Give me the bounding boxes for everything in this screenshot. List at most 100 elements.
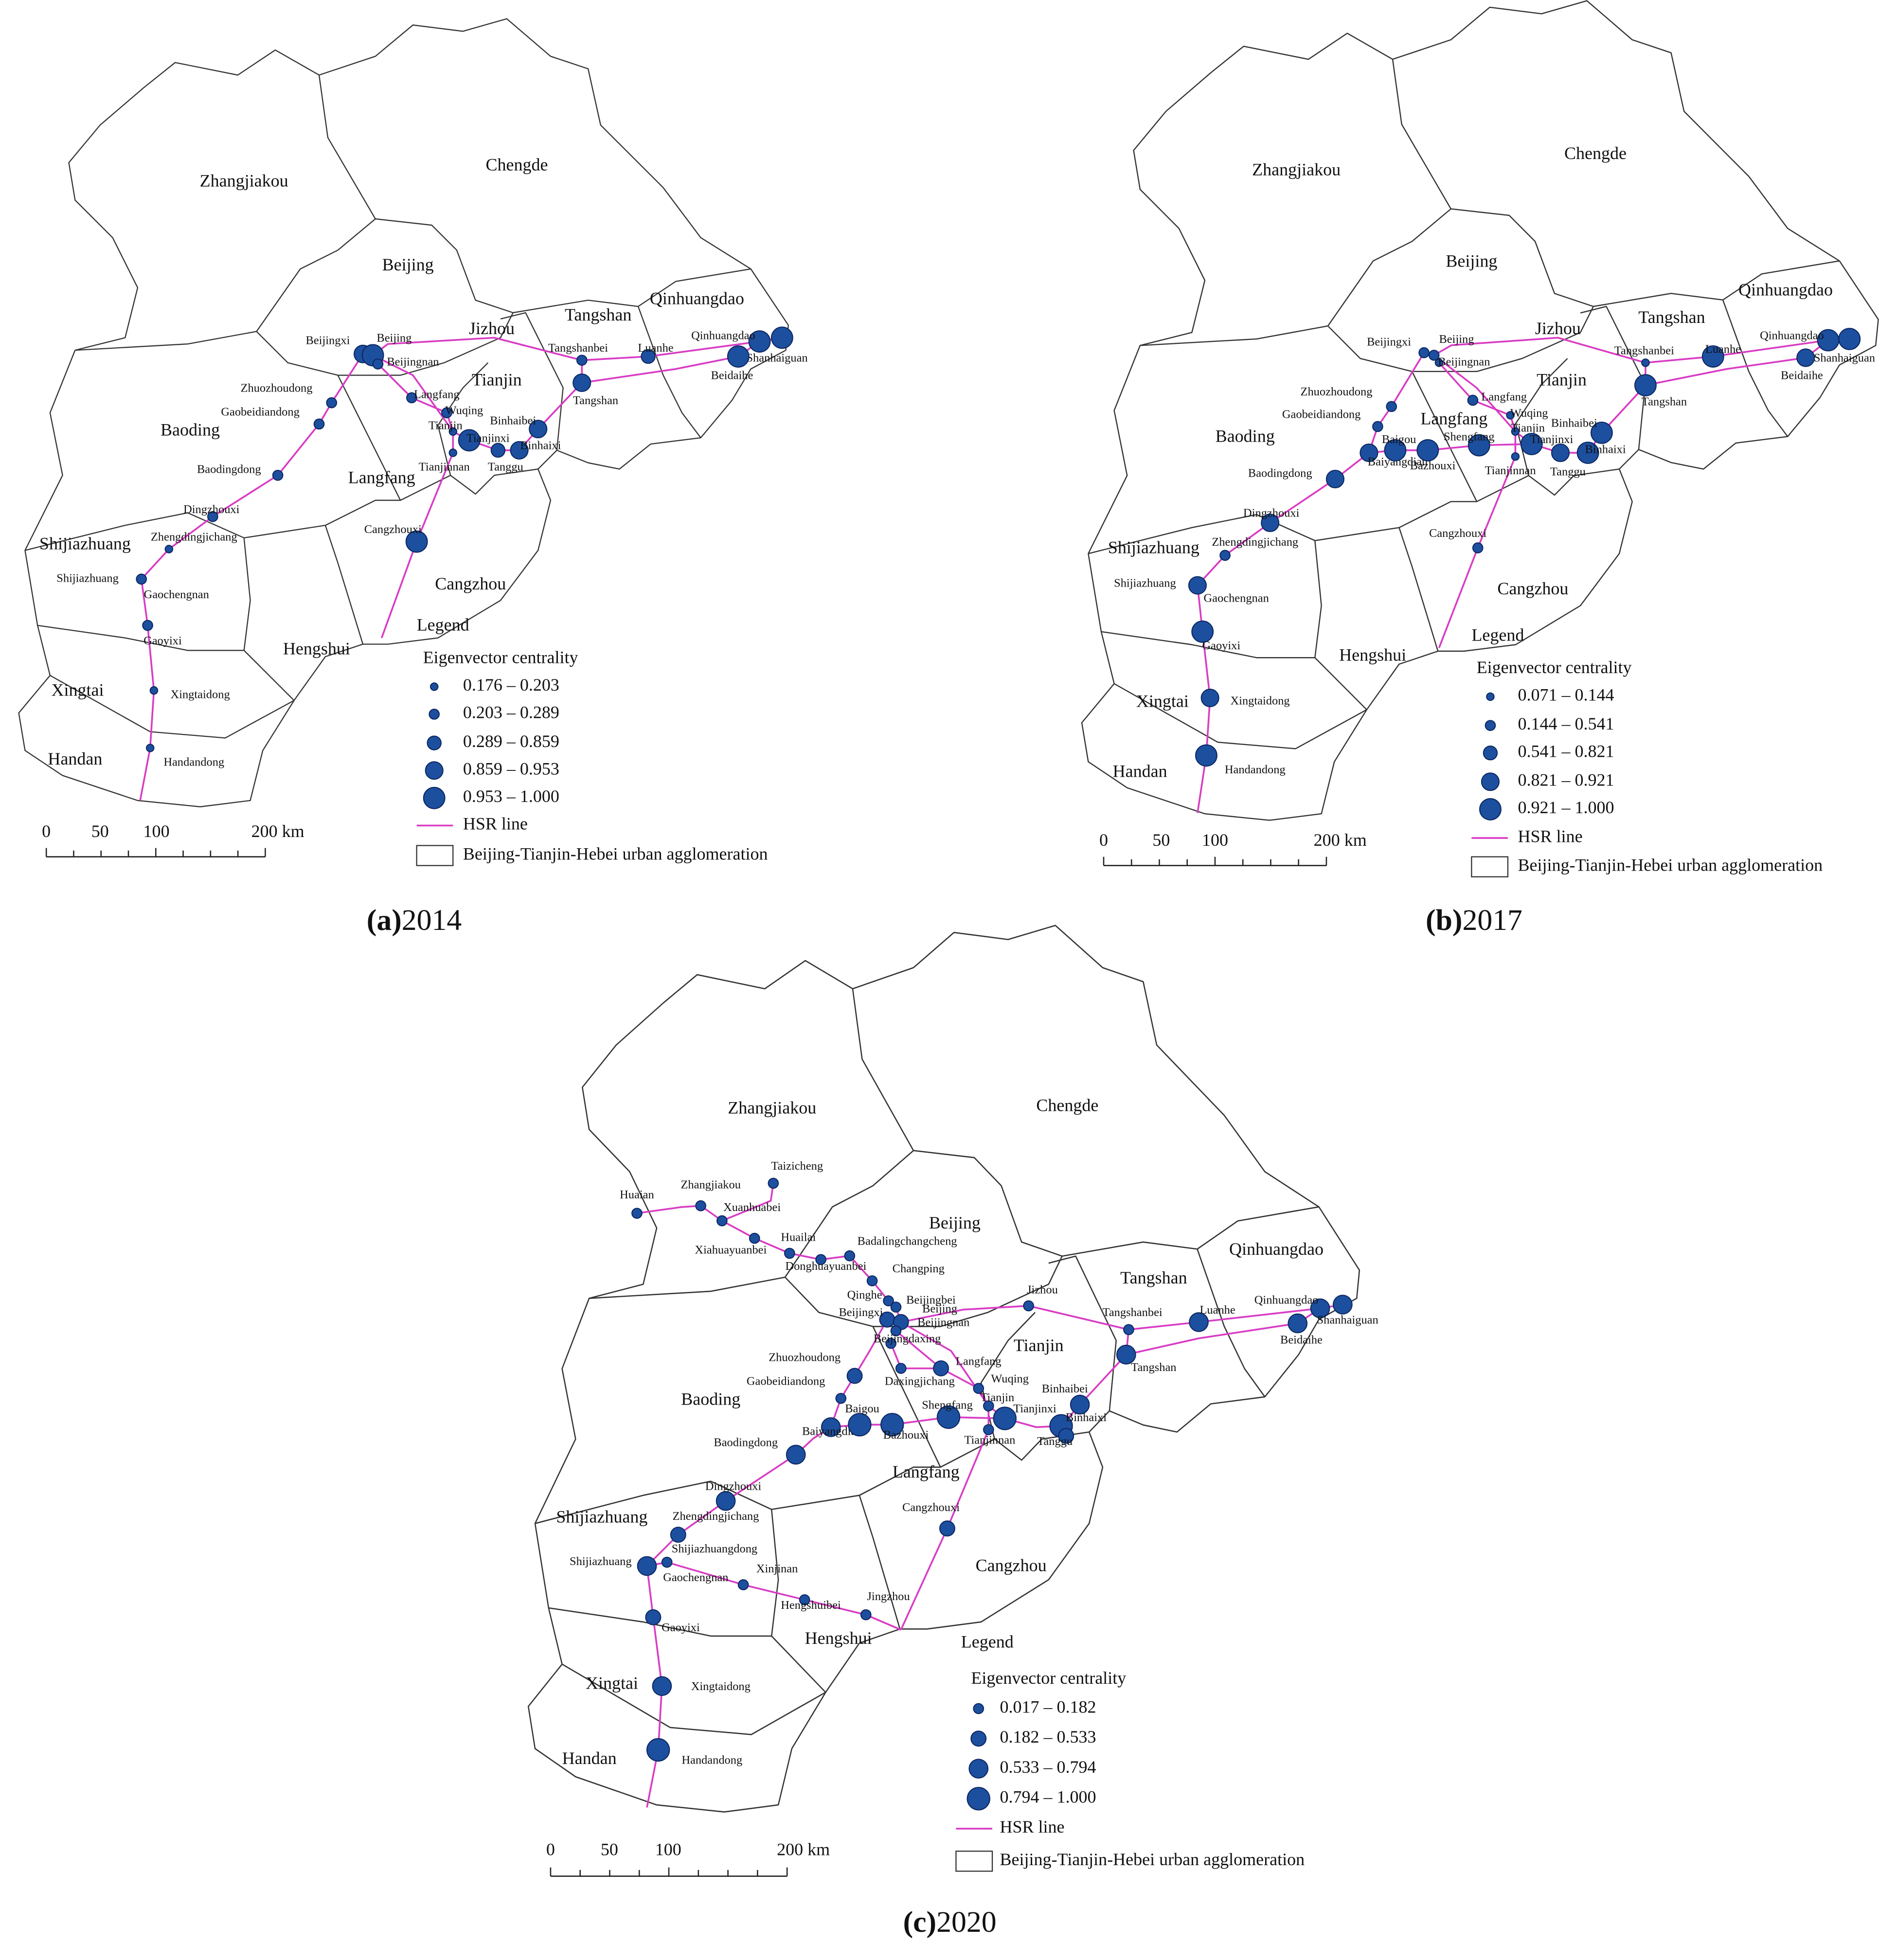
legend-class: 0.203 – 0.289 xyxy=(463,703,559,722)
legend-hsr-label: HSR line xyxy=(1000,1817,1064,1836)
station xyxy=(637,1556,657,1576)
legend-symbol xyxy=(970,1730,987,1747)
station xyxy=(1511,452,1520,461)
prefecture-boundary xyxy=(548,1607,772,1637)
station xyxy=(641,349,656,364)
region-label: Hengshui xyxy=(805,1628,872,1648)
station-label: Jingzhou xyxy=(867,1590,910,1603)
legend-hsr-label: HSR line xyxy=(463,814,528,834)
station xyxy=(1634,374,1657,397)
region-label: Handan xyxy=(48,749,102,768)
station-label: Shijiazhuangdong xyxy=(672,1542,757,1555)
station xyxy=(716,1491,736,1511)
legend-class: 0.017 – 0.182 xyxy=(1000,1697,1096,1716)
station-label: Tianjinnan xyxy=(419,460,470,473)
legend-heading: Legend xyxy=(417,615,469,635)
station-label: Tianjin xyxy=(1511,422,1545,435)
station-label: Shanhaiguan xyxy=(1317,1313,1378,1326)
legend-symbol xyxy=(1483,746,1498,761)
legend-heading: Legend xyxy=(1471,625,1524,644)
legend-hsr-label: HSR line xyxy=(1518,826,1583,846)
station-label: Tianjin xyxy=(980,1391,1014,1404)
station-label: Gaobeidiandong xyxy=(747,1374,825,1388)
legend-class: 0.144 – 0.541 xyxy=(1518,714,1614,733)
station xyxy=(1520,433,1543,455)
station-label: Beidaihe xyxy=(1781,369,1823,382)
station xyxy=(786,1444,806,1465)
legend-area-label: Beijing-Tianjin-Hebei urban agglomeratio… xyxy=(1518,855,1823,875)
legend-class: 0.859 – 0.953 xyxy=(463,759,559,778)
station-label: Tianjinxi xyxy=(1530,433,1574,446)
station xyxy=(652,1676,672,1696)
station-label: Gaoyixi xyxy=(143,634,182,647)
station-label: Beijingxi xyxy=(839,1306,883,1319)
station-label: Beidaihe xyxy=(1280,1334,1323,1347)
station-label: Qinghe xyxy=(847,1288,882,1301)
station-label: Donghuayuanbei xyxy=(785,1260,866,1273)
station-label: Baodingdong xyxy=(714,1436,778,1449)
station-label: Tanggu xyxy=(1037,1435,1073,1448)
station xyxy=(749,1232,760,1244)
station-label: Baodingdong xyxy=(197,463,261,476)
boundaries xyxy=(1081,0,1879,821)
station-label: Tanggu xyxy=(488,460,523,473)
legend-symbol xyxy=(430,682,439,691)
station xyxy=(770,326,793,349)
region-label: Beijing xyxy=(382,255,434,274)
legend-class: 0.953 – 1.000 xyxy=(463,786,559,806)
prefecture-boundary xyxy=(872,1326,995,1468)
station-label: Zhengdingjichang xyxy=(1212,535,1298,549)
station-label: Binhaibei xyxy=(1551,416,1597,429)
station xyxy=(1506,411,1515,420)
station-label: Tangshan xyxy=(1131,1361,1176,1374)
station xyxy=(1195,744,1217,767)
station-label: Tanggu xyxy=(1550,465,1586,479)
station xyxy=(1058,1427,1074,1444)
station xyxy=(1123,1324,1134,1336)
station xyxy=(1191,620,1214,643)
legend-class: 0.533 – 0.794 xyxy=(1000,1757,1096,1777)
prefecture-boundary xyxy=(50,675,295,739)
station xyxy=(748,330,771,353)
station xyxy=(1641,358,1650,367)
station xyxy=(645,1609,662,1625)
hsr-line xyxy=(900,1406,990,1630)
region-label: Xingtai xyxy=(586,1673,638,1693)
station-label: Shijiazhuang xyxy=(1114,577,1176,590)
station-label: Zhangjiakou xyxy=(680,1178,740,1192)
station xyxy=(821,1417,841,1437)
station-label: Tangshanbei xyxy=(1614,344,1674,357)
station-label: Tangshanbei xyxy=(1103,1306,1163,1319)
station-label: Qinhuangdao xyxy=(1254,1293,1319,1306)
region-label: Baoding xyxy=(161,420,220,440)
station xyxy=(313,418,325,430)
station-label: Gaobeidiandong xyxy=(1282,408,1360,421)
station xyxy=(936,1405,961,1429)
legend-symbol xyxy=(1481,772,1500,791)
station xyxy=(1472,542,1484,553)
station xyxy=(1551,443,1570,463)
region-label: Hengshui xyxy=(1339,645,1406,664)
station xyxy=(716,1215,728,1227)
prefecture-boundary xyxy=(1398,527,1439,652)
region-label: Zhangjiakou xyxy=(200,171,288,191)
scale-label: 0 xyxy=(42,821,51,841)
hsr-line xyxy=(1438,431,1517,648)
station xyxy=(448,427,458,436)
prefecture-boundary xyxy=(535,1480,772,1524)
caption-label: (b) xyxy=(1426,904,1462,937)
prefecture-boundary xyxy=(243,537,251,651)
scale-label: 200 km xyxy=(1314,830,1367,850)
legend-class: 0.541 – 0.821 xyxy=(1518,741,1614,761)
prefecture-boundary xyxy=(852,988,914,1151)
station-label: Binhaixi xyxy=(1585,443,1626,456)
caption: (a)2014 xyxy=(367,904,462,937)
station-label: Beijingnan xyxy=(387,355,439,368)
scale-label: 0 xyxy=(1099,830,1108,850)
region-label: Chengde xyxy=(1036,1095,1098,1115)
scale-label: 100 xyxy=(143,821,170,841)
region-label: Jizhou xyxy=(1535,319,1581,338)
station xyxy=(1416,439,1439,462)
scale-label: 200 km xyxy=(251,821,304,841)
station-label: Langfang xyxy=(956,1354,1002,1368)
